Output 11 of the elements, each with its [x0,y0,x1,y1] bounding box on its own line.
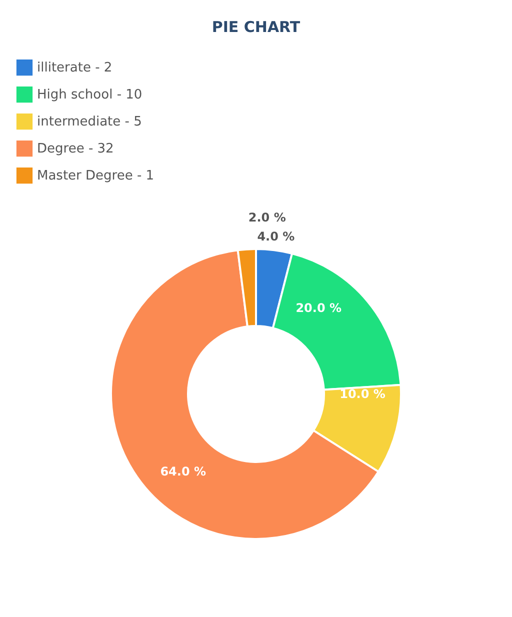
legend-label: High school - 10 [37,88,142,102]
legend-label: Master Degree - 1 [37,168,154,184]
data-label: 4.0 % [257,229,295,244]
data-label: 10.0 % [340,387,386,401]
data-label: 20.0 % [296,300,342,315]
legend-label: illiterate - 2 [37,60,112,76]
data-label: 64.0 % [160,464,206,479]
legend-label: intermediate - 5 [37,114,142,130]
chart-title: PIE CHART [212,18,301,36]
data-label: 2.0 % [248,210,286,224]
legend-label: Degree - 32 [37,142,114,156]
